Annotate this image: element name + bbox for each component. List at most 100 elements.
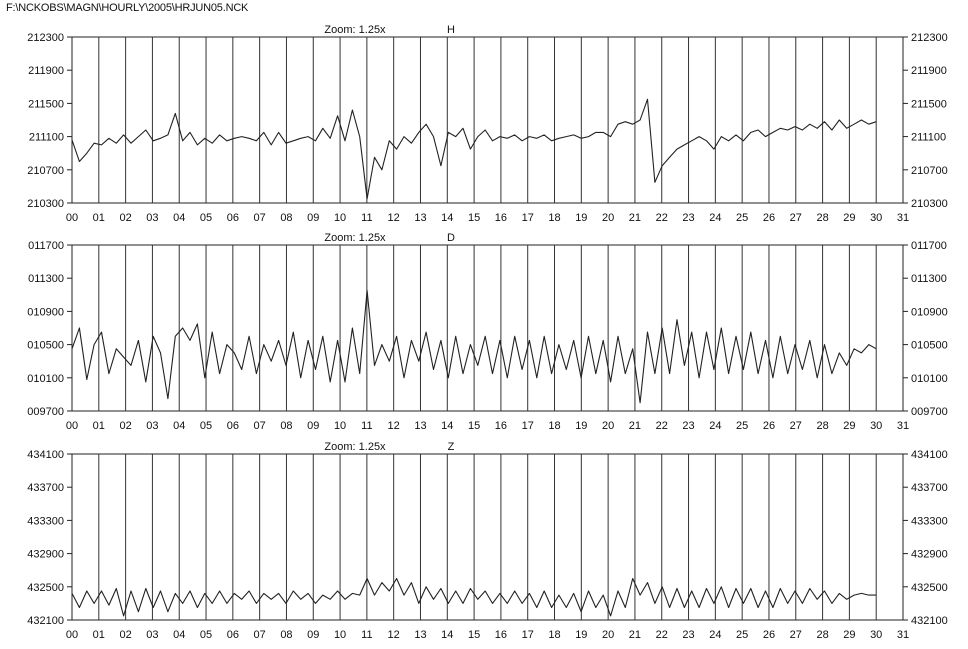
x-tick-label: 08	[280, 420, 292, 432]
y-tick-label-right: 009700	[911, 406, 948, 418]
y-tick-label-left: 432100	[27, 615, 64, 627]
y-tick-label-right: 011300	[911, 273, 947, 285]
y-tick-label-right: 010900	[911, 306, 948, 318]
y-tick-label-left: 432500	[27, 582, 64, 594]
x-tick-label: 23	[682, 212, 694, 224]
y-tick-label-right: 211900	[911, 65, 947, 77]
x-tick-label: 06	[227, 420, 239, 432]
x-tick-label: 09	[307, 420, 319, 432]
x-tick-label: 21	[629, 420, 641, 432]
x-tick-label: 05	[200, 420, 212, 432]
series-line-H	[71, 98, 877, 200]
x-tick-label: 05	[200, 212, 212, 224]
y-tick-label-right: 433300	[911, 515, 948, 527]
x-tick-label: 01	[93, 212, 105, 224]
y-tick-label-right: 432900	[911, 549, 948, 561]
y-tick-label-left: 010900	[27, 306, 64, 318]
x-tick-label: 05	[200, 629, 212, 641]
x-tick-label: 30	[870, 212, 882, 224]
x-tick-label: 27	[790, 420, 802, 432]
x-tick-label: 29	[843, 629, 855, 641]
x-tick-label: 01	[93, 629, 105, 641]
x-tick-label: 03	[146, 629, 158, 641]
x-tick-label: 21	[629, 212, 641, 224]
x-tick-label: 20	[602, 629, 614, 641]
x-tick-label: 10	[334, 420, 346, 432]
x-tick-label: 10	[334, 212, 346, 224]
y-tick-label-right: 432100	[911, 615, 948, 627]
y-tick-label-left: 434100	[27, 449, 64, 461]
x-tick-label: 23	[682, 629, 694, 641]
x-tick-label: 06	[227, 629, 239, 641]
x-tick-label: 11	[361, 629, 372, 641]
x-tick-label: 04	[173, 420, 185, 432]
x-tick-label: 16	[495, 212, 507, 224]
x-tick-label: 03	[146, 212, 158, 224]
x-tick-label: 04	[173, 629, 185, 641]
y-tick-label-right: 010500	[911, 340, 948, 352]
x-tick-label: 25	[736, 629, 748, 641]
x-tick-label: 13	[414, 212, 426, 224]
x-tick-label: 15	[468, 629, 480, 641]
component-title: D	[447, 232, 455, 244]
x-tick-label: 31	[897, 629, 909, 641]
x-tick-label: 06	[227, 212, 239, 224]
x-tick-label: 00	[66, 420, 78, 432]
x-tick-label: 08	[280, 629, 292, 641]
y-tick-label-left: 212300	[27, 32, 64, 44]
x-tick-label: 13	[414, 629, 426, 641]
x-tick-label: 31	[897, 212, 909, 224]
y-tick-label-right: 432500	[911, 582, 948, 594]
x-tick-label: 17	[522, 629, 534, 641]
x-tick-label: 25	[736, 212, 748, 224]
x-tick-label: 12	[388, 420, 400, 432]
x-tick-label: 23	[682, 420, 694, 432]
x-tick-label: 28	[816, 629, 828, 641]
x-tick-label: 01	[93, 420, 105, 432]
x-tick-label: 22	[656, 420, 668, 432]
x-tick-label: 15	[468, 212, 480, 224]
x-tick-label: 26	[763, 420, 775, 432]
x-tick-label: 11	[361, 420, 372, 432]
y-tick-label-right: 211100	[911, 132, 946, 144]
y-tick-label-left: 211900	[28, 65, 64, 77]
series-line-D	[71, 290, 877, 404]
series-line-Z	[71, 577, 877, 617]
x-tick-label: 17	[522, 420, 534, 432]
y-tick-label-left: 433700	[27, 482, 64, 494]
x-tick-label: 22	[656, 629, 668, 641]
x-tick-label: 14	[441, 420, 453, 432]
y-tick-label-left: 010500	[27, 340, 64, 352]
y-tick-label-right: 212300	[911, 32, 948, 44]
y-tick-label-right: 211500	[911, 98, 947, 110]
x-tick-label: 02	[119, 629, 131, 641]
x-tick-label: 28	[816, 212, 828, 224]
x-tick-label: 19	[575, 212, 587, 224]
y-tick-label-left: 011700	[28, 240, 64, 252]
y-tick-label-left: 211500	[28, 98, 64, 110]
x-tick-label: 24	[709, 212, 721, 224]
y-tick-label-left: 211100	[29, 132, 64, 144]
x-tick-label: 16	[495, 629, 507, 641]
x-tick-label: 12	[388, 212, 400, 224]
panel-Z: 434100 434100 433700 433700 433300 433300 4329…	[27, 441, 947, 641]
y-tick-label-right: 010100	[911, 373, 948, 385]
x-tick-label: 25	[736, 420, 748, 432]
x-tick-label: 27	[790, 629, 802, 641]
x-tick-label: 00	[66, 212, 78, 224]
x-tick-label: 07	[254, 420, 266, 432]
file-path-header: F:\NCKOBS\MAGN\HOURLY\2005\HRJUN05.NCK	[6, 2, 249, 14]
y-tick-label-right: 011700	[911, 240, 947, 252]
y-tick-label-right: 210300	[911, 198, 948, 210]
x-tick-label: 18	[548, 420, 560, 432]
x-tick-label: 08	[280, 212, 292, 224]
x-tick-label: 18	[548, 212, 560, 224]
x-tick-label: 02	[119, 420, 131, 432]
y-tick-label-left: 433300	[27, 515, 64, 527]
x-tick-label: 21	[629, 629, 641, 641]
y-tick-label-right: 210700	[911, 165, 948, 177]
x-tick-label: 20	[602, 212, 614, 224]
y-tick-label-left: 011300	[28, 273, 64, 285]
y-tick-label-right: 433700	[911, 482, 948, 494]
